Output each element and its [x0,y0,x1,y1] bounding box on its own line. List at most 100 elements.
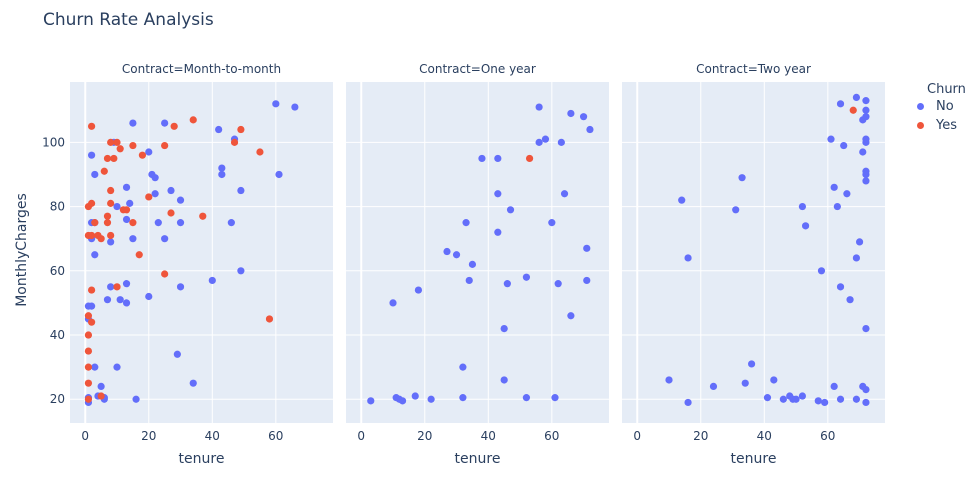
data-point-no [97,382,105,390]
data-point-no [862,177,870,185]
data-point-yes [107,231,115,240]
x-axis-title-2: tenure [454,451,501,467]
data-point-no [414,286,423,294]
data-point-no [548,219,556,227]
data-point-no [427,395,435,403]
data-point-yes [100,167,108,175]
data-point-no [535,103,543,111]
data-point-no [684,398,692,407]
data-point-no [862,106,870,114]
data-point-no [227,219,235,227]
data-point-yes [91,219,99,227]
data-point-no [452,251,461,259]
data-point-no [798,392,807,400]
data-point-yes [129,219,137,227]
data-point-no [541,135,550,143]
facet-title-one-year: Contract=One year [419,62,536,76]
data-point-no [291,103,299,111]
data-point-yes [87,231,96,240]
data-point-no [554,280,562,288]
data-point-yes [138,151,147,159]
data-point-no [91,363,99,371]
y-tick-label: 20 [50,392,65,406]
data-point-no [189,379,197,387]
data-point-no [583,244,591,252]
data-point-yes [113,138,121,146]
data-point-no [167,186,175,195]
data-point-no [116,296,124,304]
data-point-no [862,97,870,105]
x-tick-label: 40 [205,429,220,443]
data-point-yes [237,125,245,134]
data-point-no [747,360,756,368]
data-point-yes [135,251,143,259]
data-point-no [103,296,112,304]
data-point-no [567,109,575,118]
x-tick-label: 60 [268,429,283,443]
data-point-yes [230,138,239,146]
data-point-yes [87,318,96,326]
data-point-no [567,312,575,320]
data-point-no [830,382,838,390]
data-point-no [494,228,502,236]
data-point-yes [256,148,264,156]
data-point-no [275,170,283,179]
data-point-no [411,392,419,400]
data-point-yes [84,395,93,403]
data-point-no [862,386,870,394]
x-tick-label: 60 [544,429,559,443]
data-point-no [583,276,591,285]
data-point-no [208,276,216,285]
data-point-no [862,324,870,333]
data-point-no [836,100,845,108]
data-point-no [770,376,778,384]
data-point-no [522,394,531,402]
data-point-yes [265,315,274,323]
x-tick-label: 20 [141,429,156,443]
data-point-no [852,93,861,102]
data-point-no [218,164,226,172]
data-point-yes [107,138,115,146]
y-axis-title: MonthlyCharges [14,193,30,307]
data-point-no [500,324,508,333]
data-point-no [817,267,826,275]
data-point-no [367,397,375,405]
data-point-no [161,119,169,127]
data-point-yes [84,331,93,339]
data-point-no [154,219,162,227]
data-point-no [91,170,99,179]
data-point-yes [145,193,153,201]
data-point-no [862,113,870,121]
data-point-no [557,138,565,146]
data-point-no [122,183,131,191]
data-point-no [814,397,822,405]
data-point-yes [189,116,197,124]
data-point-no [827,135,835,143]
data-point-yes [84,363,93,371]
legend-label-yes: Yes [936,118,957,133]
data-point-no [836,395,845,403]
data-point-no [176,219,185,227]
data-point-yes [87,199,96,207]
data-point-yes [107,186,115,195]
x-tick-label: 40 [481,429,496,443]
data-point-yes [87,286,96,294]
data-point-no [107,283,115,291]
data-point-no [389,299,397,307]
data-point-no [709,382,718,390]
data-point-no [459,363,467,371]
data-point-no [468,260,477,268]
data-point-no [843,190,851,198]
data-point-no [500,376,508,384]
legend-item-yes[interactable]: Yes [917,116,966,135]
data-point-no [173,350,181,358]
data-point-no [215,125,223,134]
data-point-yes [161,141,169,150]
legend-item-no[interactable]: No [917,97,966,116]
data-point-no [852,395,861,403]
data-point-no [732,206,740,214]
data-point-yes [97,392,105,400]
data-point-no [801,222,810,230]
data-point-no [129,119,137,127]
